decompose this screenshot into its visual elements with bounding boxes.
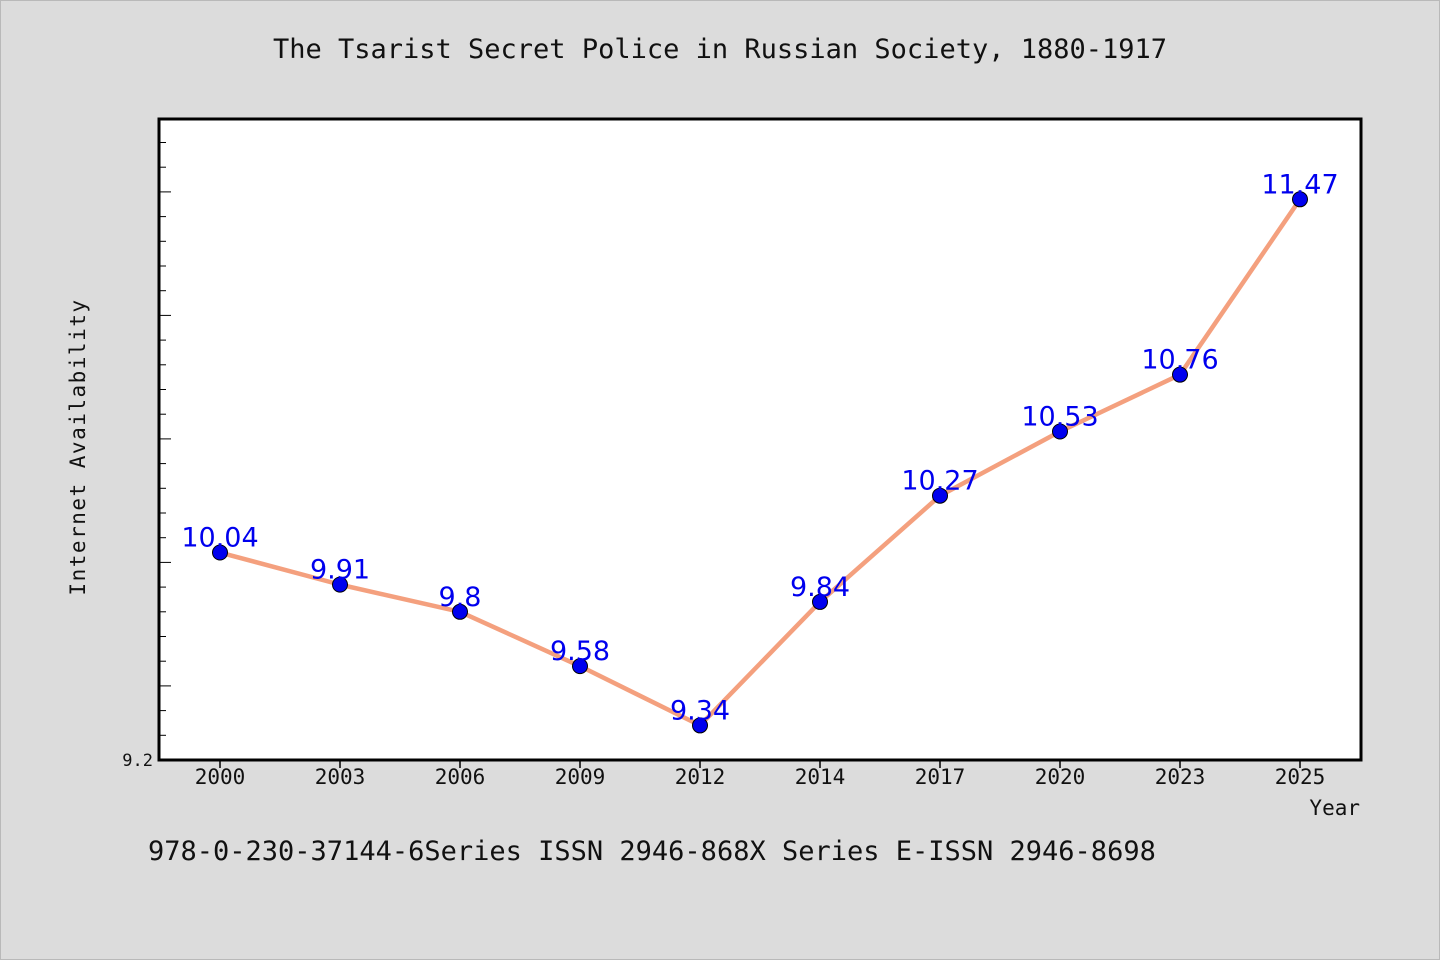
data-label: 9.58 <box>550 636 610 667</box>
data-point <box>572 658 588 675</box>
x-axis-label: Year <box>1309 796 1360 820</box>
data-point <box>1172 366 1188 383</box>
chart-title: The Tsarist Secret Police in Russian Soc… <box>272 34 1168 65</box>
data-label: 10.27 <box>901 466 978 497</box>
data-label: 11.47 <box>1261 169 1338 200</box>
data-label: 9.84 <box>790 572 850 603</box>
data-point <box>452 603 468 620</box>
x-tick-label: 2006 <box>435 765 486 789</box>
x-tick-label: 2000 <box>195 765 246 789</box>
data-point <box>812 593 828 610</box>
y-axis-label: Internet Availability <box>66 298 90 596</box>
x-tick-label: 2020 <box>1035 765 1086 789</box>
data-point <box>212 544 228 561</box>
x-tick-label: 2017 <box>915 765 966 789</box>
y-tick-label: 9.2 <box>122 751 153 771</box>
x-tick-label: 2014 <box>795 765 846 789</box>
data-label: 10.53 <box>1021 401 1098 432</box>
plot-area <box>157 117 1363 762</box>
data-label: 9.91 <box>310 555 370 586</box>
data-point <box>332 576 348 593</box>
data-point <box>1052 423 1068 440</box>
footer-note: 978-0-230-37144-6Series ISSN 2946-868X S… <box>148 836 1156 867</box>
x-tick-label: 2009 <box>555 765 606 789</box>
data-label: 9.34 <box>670 695 730 726</box>
x-tick-label: 2003 <box>315 765 366 789</box>
x-tick-label: 2012 <box>675 765 726 789</box>
data-point <box>932 487 948 504</box>
data-label: 9.8 <box>439 582 482 613</box>
x-tick-label: 2023 <box>1155 765 1206 789</box>
x-tick-label: 2025 <box>1275 765 1326 789</box>
data-label: 10.04 <box>181 523 258 554</box>
data-point <box>1292 191 1308 208</box>
data-point <box>692 717 708 734</box>
data-label: 10.76 <box>1141 345 1218 376</box>
series-line <box>217 197 1303 728</box>
